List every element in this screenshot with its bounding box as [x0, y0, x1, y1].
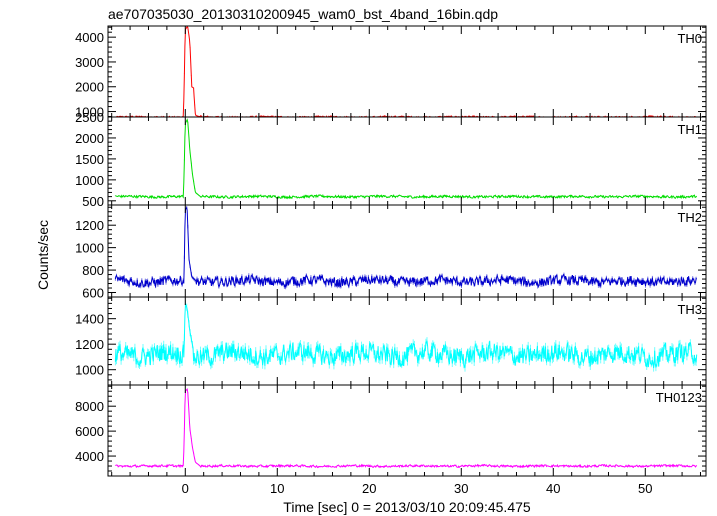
y-tick-label: 800 [82, 263, 104, 278]
series-errorbars-th1 [114, 120, 697, 199]
series-line-th2 [114, 206, 698, 289]
panel-label-th2: TH2 [677, 210, 702, 225]
panel-frame [107, 25, 707, 118]
y-tick-label: 600 [82, 286, 104, 301]
y-tick-label: 500 [82, 194, 104, 209]
y-tick-label: 4000 [75, 30, 104, 45]
y-tick-label: 8000 [75, 399, 104, 414]
panel-label-th0: TH0 [677, 31, 702, 46]
y-tick-label: 1000 [75, 363, 104, 378]
panel-label-th0123: TH0123 [656, 390, 702, 405]
panel-label-th1: TH1 [677, 122, 702, 137]
series-line-th1 [115, 118, 698, 200]
series-line-th3 [114, 303, 698, 369]
y-tick-label: 1200 [75, 218, 104, 233]
x-tick-label: 30 [454, 481, 468, 496]
panel-th0123: 4000 6000 8000 TH0123 [75, 384, 707, 477]
y-tick-label: 1500 [75, 152, 104, 167]
panel-th3: 1000 1200 1400 TH3 [75, 296, 707, 386]
x-tick-label: 50 [638, 481, 652, 496]
y-tick-label: 2500 [75, 110, 104, 125]
x-tick-label: 20 [362, 481, 376, 496]
y-axis-label: Counts/sec [35, 220, 51, 290]
series-errorbars-th3 [114, 300, 697, 372]
panel-frame [107, 116, 707, 206]
x-tick-label: 0 [182, 481, 189, 496]
x-tick-label: 10 [270, 481, 284, 496]
series-errorbars-th0123 [114, 389, 697, 468]
y-tick-label: 1000 [75, 241, 104, 256]
y-tick-label: 2000 [75, 131, 104, 146]
panel-frame [107, 296, 707, 386]
y-tick-label: 6000 [75, 424, 104, 439]
series-errorbars-th0 [114, 27, 696, 117]
panel-label-th3: TH3 [677, 302, 702, 317]
chart-title: ae707035030_20130310200945_wam0_bst_4ban… [108, 6, 498, 22]
y-tick-label: 2000 [75, 80, 104, 95]
series-errorbars-th2 [114, 206, 697, 290]
panel-th2: 600 800 1000 1200 TH2 [75, 204, 707, 301]
panel-th0: 1000 2000 3000 4000 TH0 [75, 25, 707, 120]
series-line-th0123 [115, 387, 698, 469]
y-tick-label: 1400 [75, 312, 104, 327]
y-tick-label: 1000 [75, 173, 104, 188]
y-tick-label: 4000 [75, 449, 104, 464]
x-axis-label: Time [sec] 0 = 2013/03/10 20:09:45.475 [283, 499, 531, 515]
panel-th1: 500 1000 1500 2000 2500 TH1 [75, 110, 707, 209]
series-line-th0 [115, 26, 697, 117]
y-tick-label: 1000 [75, 105, 104, 120]
panel-frame [107, 384, 707, 477]
y-tick-label: 1200 [75, 337, 104, 352]
x-tick-label: 40 [546, 481, 560, 496]
y-tick-label: 3000 [75, 55, 104, 70]
